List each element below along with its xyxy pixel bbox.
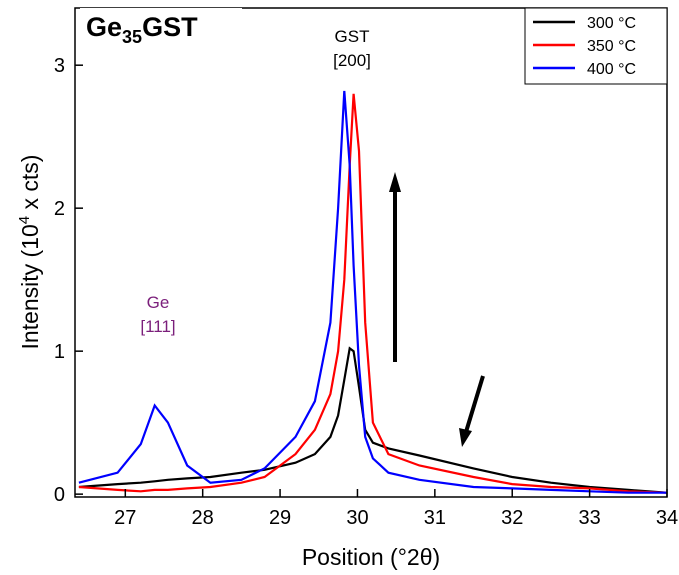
label-part: x cts): [17, 155, 43, 216]
y-tick-label: 2: [54, 198, 65, 220]
title-part: GST: [142, 12, 198, 42]
y-axis-label: Intensity (104 x cts): [16, 155, 43, 350]
x-tick-label: 30: [346, 507, 368, 529]
arrow-head: [389, 172, 401, 192]
legend: 300 °C 350 °C 400 °C: [524, 7, 668, 85]
data-line: [78, 93, 668, 494]
annotation: Ge: [147, 293, 170, 312]
x-tick-label: 32: [501, 507, 523, 529]
y-tick-label: 1: [54, 341, 65, 363]
label-sup: 4: [16, 216, 33, 224]
annotation: [111]: [140, 317, 175, 336]
x-tick-label: 34: [656, 507, 678, 529]
chart-title: Ge35GST: [86, 12, 198, 47]
plot-area: 27 28 29 30 31 32 33 34 0 1 2 3: [54, 7, 678, 529]
x-tick-label: 29: [269, 507, 291, 529]
legend-label: 400 °C: [587, 61, 636, 78]
title-part: Ge: [86, 12, 122, 42]
x-tick-label: 27: [114, 507, 136, 529]
arrow-head: [459, 428, 472, 447]
y-tick-label: 3: [54, 55, 65, 77]
label-part: Intensity (10: [17, 224, 43, 349]
x-tick-label: 31: [424, 507, 446, 529]
data-line: [78, 346, 668, 494]
arrow-down: [464, 375, 485, 433]
data-line: [78, 90, 667, 494]
annotation: GST: [335, 27, 370, 46]
x-tick-label: 28: [192, 507, 214, 529]
annotation: [200]: [333, 51, 371, 70]
legend-label: 300 °C: [587, 15, 636, 32]
x-axis-label: Position (°2θ): [302, 544, 440, 570]
title-bg: [80, 8, 242, 44]
axes-frame: [74, 7, 668, 498]
legend-label: 350 °C: [587, 38, 636, 55]
y-tick-label: 0: [54, 484, 65, 506]
x-tick-label: 33: [578, 507, 600, 529]
title-sub: 35: [122, 27, 142, 47]
